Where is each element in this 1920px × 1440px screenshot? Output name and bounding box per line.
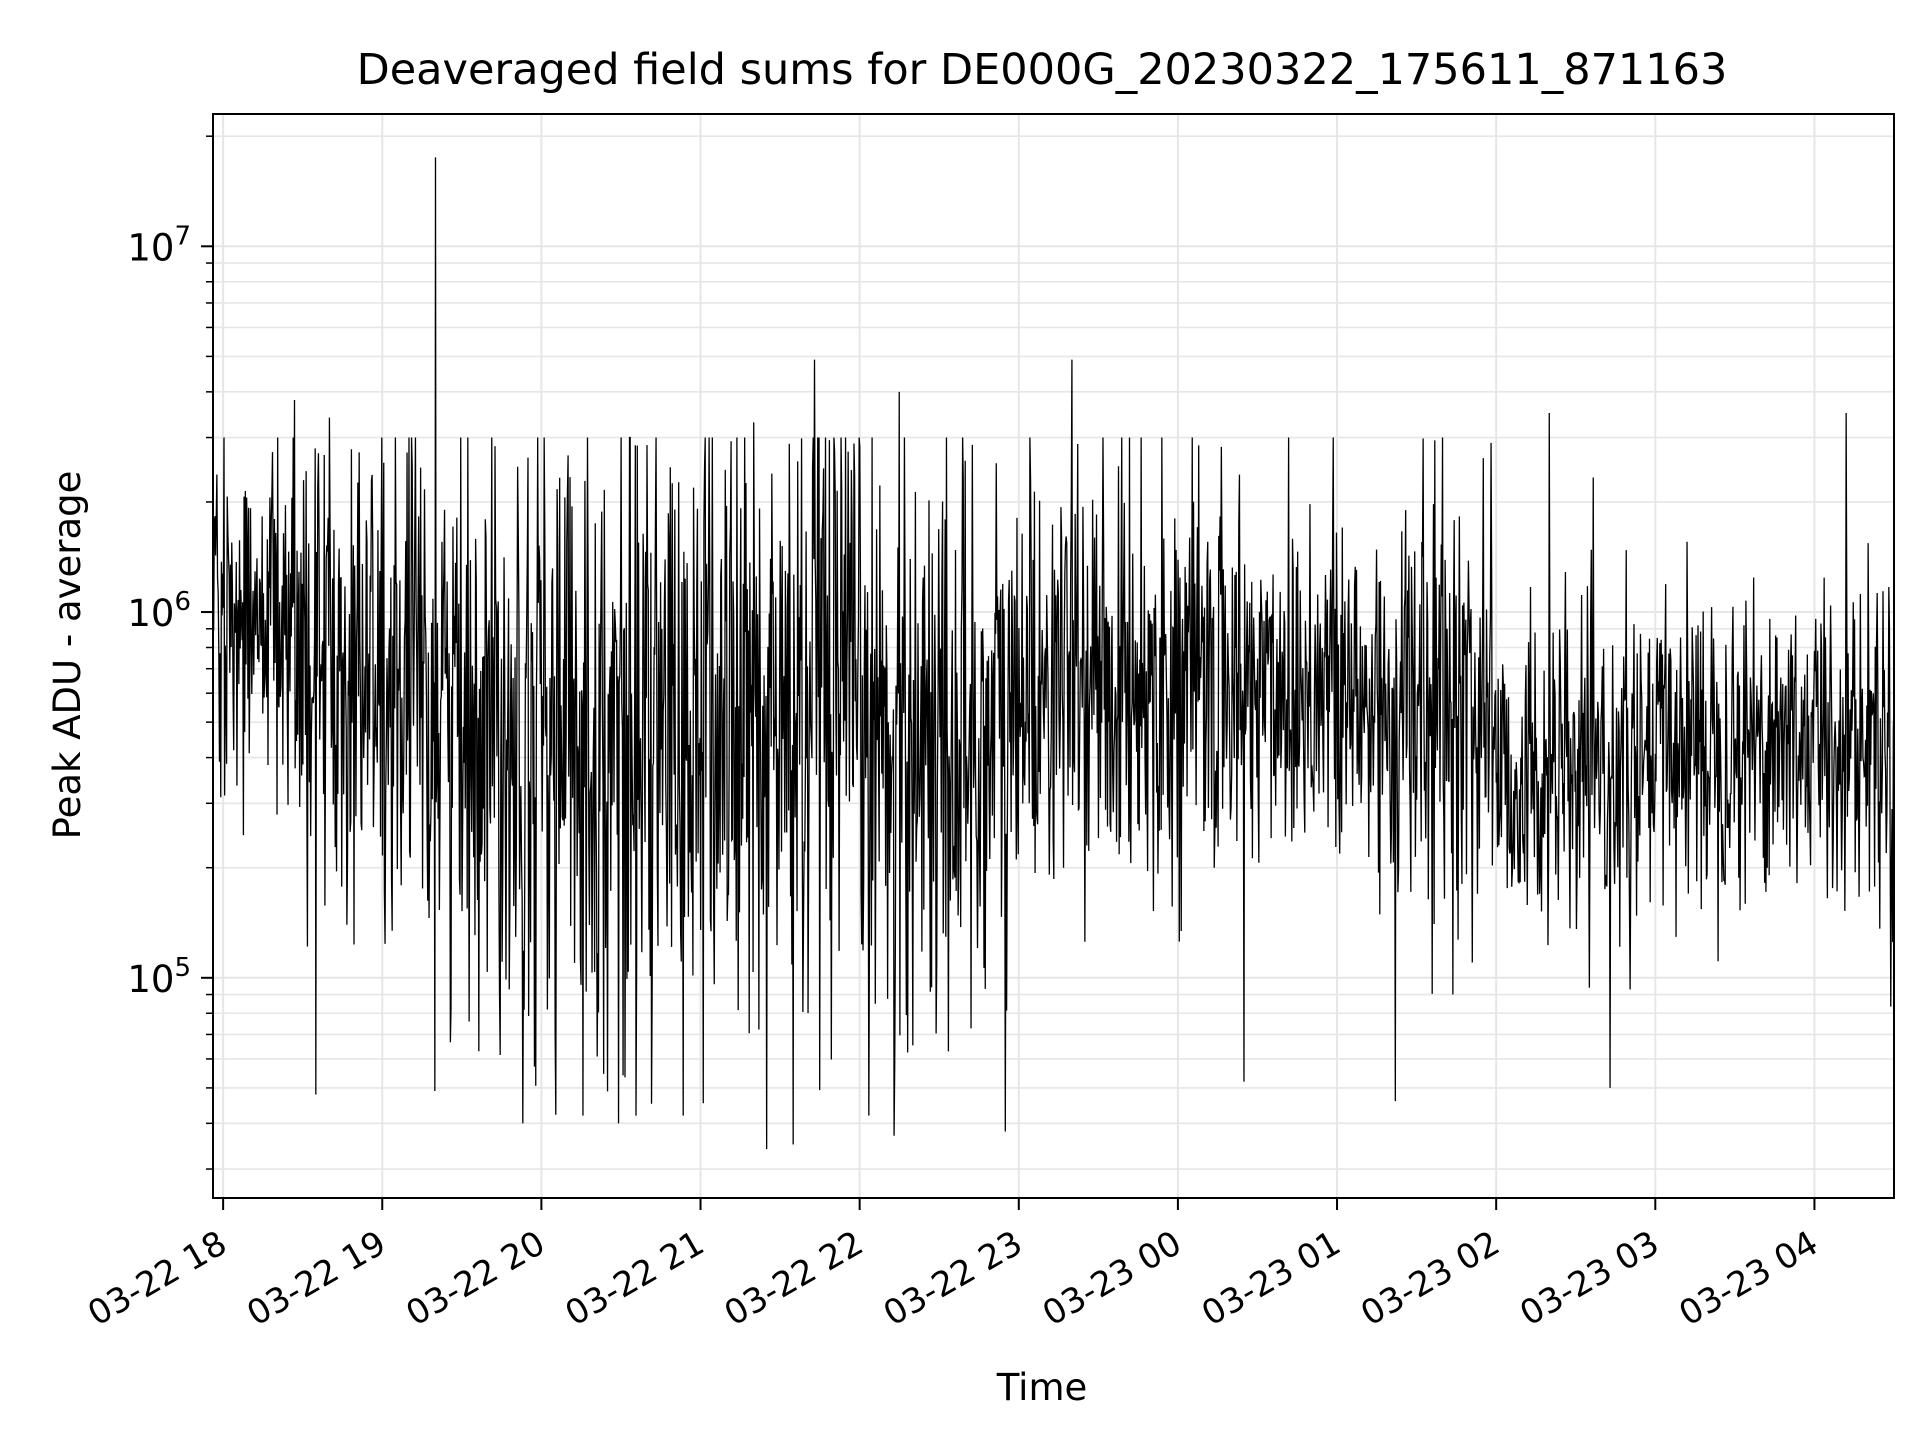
data-layer (213, 157, 1894, 1150)
y-tick-exponent: 6 (174, 587, 191, 617)
y-tick-base: 10 (127, 958, 174, 1001)
y-tick-exponent: 7 (174, 221, 191, 251)
series-line (213, 157, 1894, 1150)
y-tick-base: 10 (127, 592, 174, 635)
y-tick-exponent: 5 (174, 953, 191, 983)
x-axis-label: Time (996, 1366, 1088, 1409)
y-tick-base: 10 (127, 226, 174, 269)
y-tick-label: 105 (127, 953, 191, 1001)
y-tick-label: 106 (127, 587, 191, 635)
y-axis-label: Peak ADU - average (46, 471, 89, 840)
plot-frame (212, 113, 1895, 1199)
chart-title: Deaveraged field sums for DE000G_2023032… (357, 45, 1728, 95)
y-tick-label: 107 (127, 221, 191, 269)
